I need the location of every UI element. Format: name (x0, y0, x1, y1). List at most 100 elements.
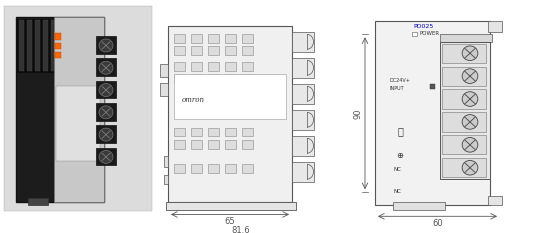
Circle shape (99, 61, 113, 74)
Bar (174, 46, 185, 55)
Bar (242, 128, 253, 137)
Text: INPUT: INPUT (389, 86, 403, 91)
Bar (174, 74, 185, 83)
Circle shape (99, 128, 113, 141)
Bar (174, 164, 185, 173)
Bar (225, 164, 236, 173)
Bar (174, 140, 185, 148)
Bar (225, 34, 236, 43)
Text: 60: 60 (432, 219, 443, 228)
Text: 65: 65 (225, 217, 235, 226)
Bar (96, 147, 116, 165)
Bar (488, 21, 502, 32)
Bar (160, 64, 168, 77)
Bar (67, 21, 72, 71)
Text: POWER: POWER (420, 31, 440, 36)
Bar (16, 17, 104, 202)
Bar (393, 202, 445, 210)
Bar (191, 34, 202, 43)
Bar (27, 21, 32, 71)
Bar (96, 58, 116, 76)
Bar (208, 62, 219, 71)
Text: omron: omron (182, 96, 205, 104)
Bar (174, 128, 185, 137)
Bar (96, 81, 116, 98)
Bar (440, 42, 490, 179)
Bar (430, 85, 435, 89)
Circle shape (462, 69, 478, 83)
Bar (168, 26, 292, 202)
Bar (225, 62, 236, 71)
Bar (208, 74, 219, 83)
Bar (242, 62, 253, 71)
Bar (225, 74, 236, 83)
Bar (55, 43, 61, 49)
Bar (242, 164, 253, 173)
Bar (242, 74, 253, 83)
Bar (54, 17, 104, 202)
Bar (164, 156, 168, 167)
Bar (174, 62, 185, 71)
Bar (96, 125, 116, 143)
Circle shape (99, 106, 113, 119)
Bar (292, 84, 314, 104)
Text: DC24V+: DC24V+ (389, 78, 410, 83)
Bar (442, 112, 486, 132)
Bar (17, 19, 75, 72)
Circle shape (99, 84, 113, 96)
Bar (225, 46, 236, 55)
Circle shape (462, 92, 478, 106)
Bar (292, 110, 314, 130)
Bar (375, 21, 490, 205)
Bar (242, 34, 253, 43)
Text: PD025: PD025 (413, 24, 433, 29)
Circle shape (462, 137, 478, 152)
Bar (442, 66, 486, 86)
Circle shape (99, 39, 113, 52)
Bar (4, 7, 152, 211)
Bar (292, 58, 314, 78)
Bar (442, 44, 486, 63)
Bar (442, 135, 486, 154)
Bar (242, 140, 253, 148)
Text: NC: NC (393, 189, 401, 194)
Text: 90: 90 (354, 108, 363, 119)
Bar (488, 196, 502, 205)
Bar (43, 21, 48, 71)
Bar (208, 46, 219, 55)
Circle shape (99, 150, 113, 163)
Bar (442, 158, 486, 177)
Bar (292, 136, 314, 156)
Bar (174, 74, 286, 119)
Bar (191, 140, 202, 148)
Bar (59, 21, 64, 71)
Bar (56, 86, 100, 161)
Text: ⊕: ⊕ (397, 151, 403, 161)
Text: NC: NC (393, 167, 401, 172)
Bar (208, 128, 219, 137)
Bar (55, 52, 61, 58)
Bar (160, 83, 168, 96)
Bar (292, 31, 314, 52)
Circle shape (462, 46, 478, 61)
Bar (96, 36, 116, 54)
Bar (242, 46, 253, 55)
Bar (28, 198, 48, 205)
Bar (191, 164, 202, 173)
Bar (191, 74, 202, 83)
Bar (166, 202, 296, 210)
Bar (191, 46, 202, 55)
Bar (225, 140, 236, 148)
Bar (164, 175, 168, 184)
Circle shape (462, 115, 478, 129)
Text: ⏚: ⏚ (397, 126, 403, 136)
Circle shape (462, 160, 478, 175)
Text: 81.6: 81.6 (232, 226, 251, 233)
Bar (191, 62, 202, 71)
Bar (35, 21, 40, 71)
Bar (191, 128, 202, 137)
Bar (96, 103, 116, 121)
Bar (51, 21, 56, 71)
Bar (412, 31, 417, 36)
Bar (208, 34, 219, 43)
